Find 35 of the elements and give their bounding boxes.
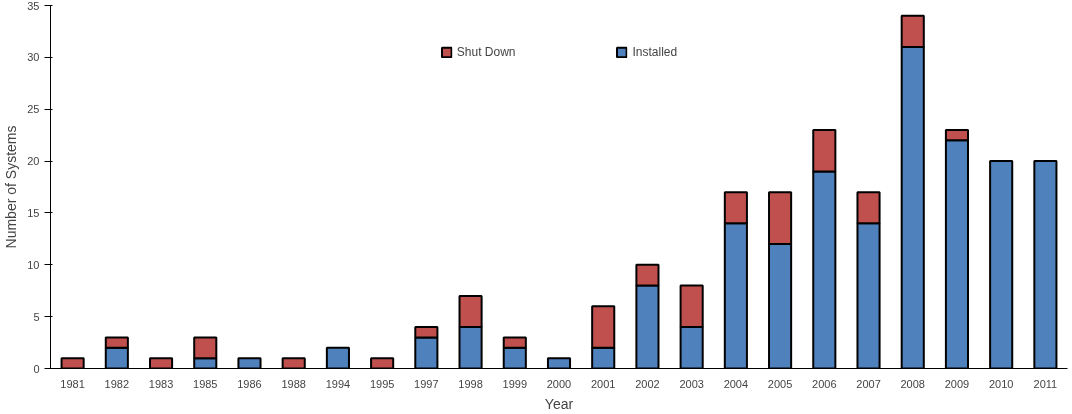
x-tick-label: 2001 [590, 377, 616, 390]
y-tick-label: 15 [27, 206, 40, 219]
x-tick-label: 1995 [369, 377, 395, 390]
x-tick-label: 2002 [635, 377, 660, 390]
y-tick-label: 5 [33, 310, 40, 323]
y-tick-label: 25 [27, 103, 40, 116]
x-tick-label: 1981 [60, 377, 85, 390]
y-tick-label: 30 [27, 51, 40, 64]
x-tick-label: 1986 [237, 377, 262, 390]
x-tick-label: 1988 [281, 377, 306, 390]
y-tick-label: 35 [27, 0, 40, 12]
x-tick-label: 1983 [148, 377, 174, 390]
y-tick-label: 10 [27, 258, 40, 271]
y-axis-title: Number of Systems [3, 125, 20, 249]
x-tick-label: 2010 [988, 377, 1014, 390]
x-tick-label: 2008 [900, 377, 925, 390]
legend-label: Installed [632, 45, 678, 59]
x-tick-label: 2006 [812, 377, 837, 390]
x-tick-label: 1982 [104, 377, 130, 390]
x-tick-label: 1994 [325, 377, 351, 390]
x-tick-label: 1997 [414, 377, 439, 390]
x-tick-label: 2009 [944, 377, 970, 390]
x-tick-label: 1985 [193, 377, 218, 390]
x-tick-label: 2000 [546, 377, 572, 390]
x-tick-label: 1999 [502, 377, 528, 390]
x-tick-label: 2004 [723, 377, 749, 390]
x-tick-label: 2007 [856, 377, 881, 390]
x-tick-label: 2005 [767, 377, 793, 390]
x-tick-label: 2003 [679, 377, 704, 390]
y-tick-label: 20 [27, 155, 40, 168]
y-tick-label: 0 [33, 362, 40, 375]
x-tick-label: 1998 [458, 377, 483, 390]
legend-label: Shut Down [456, 45, 516, 59]
x-tick-label: 2011 [1033, 377, 1058, 390]
x-axis-title: Year [544, 395, 574, 412]
